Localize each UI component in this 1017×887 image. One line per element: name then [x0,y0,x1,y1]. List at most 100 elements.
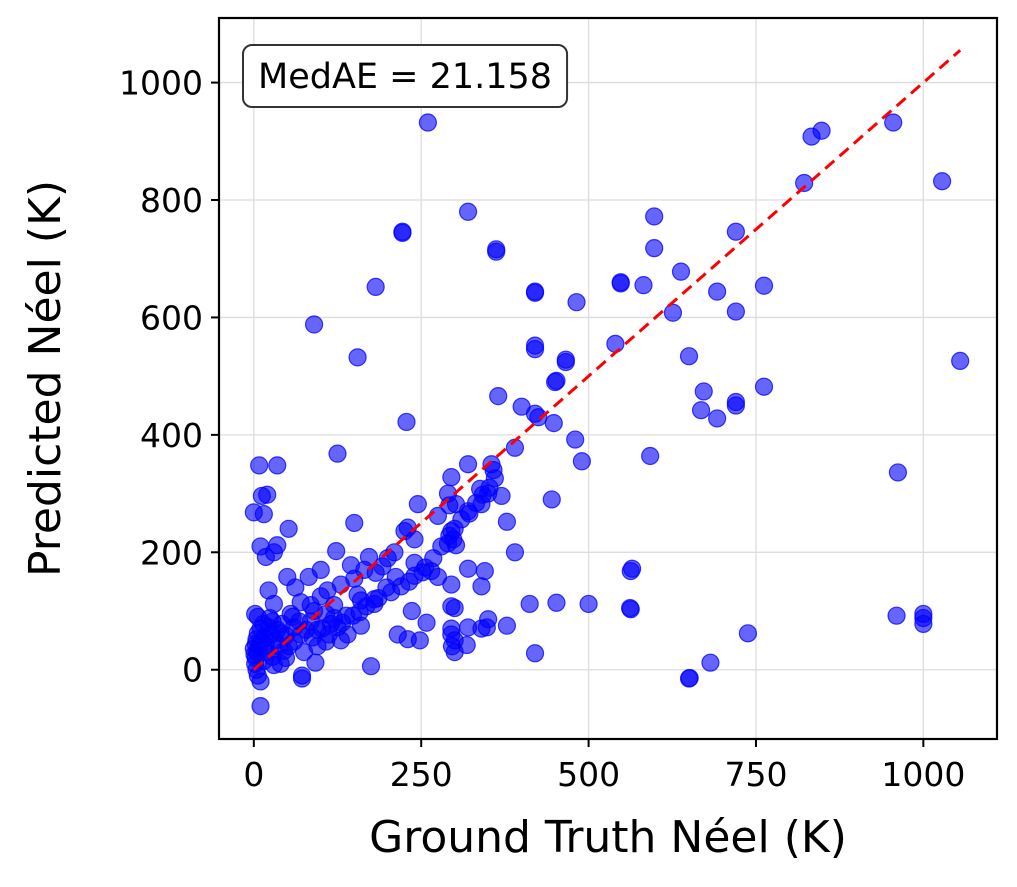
data-point [266,631,285,650]
y-tick-label: 200 [140,533,203,572]
data-point [726,302,745,321]
data-point [472,577,491,596]
data-point [694,382,713,401]
y-tick-label: 400 [140,416,203,455]
data-point [671,262,691,281]
data-point [645,239,664,258]
data-point [348,348,367,367]
metric-annotation: MedAE = 21.158 [242,44,569,108]
data-point [525,282,545,301]
data-point [726,396,745,415]
data-point [345,513,364,533]
x-tick-label: 0 [243,755,264,794]
data-point [547,371,566,390]
data-point [567,293,586,312]
data-point [442,575,461,594]
data-point [405,530,424,549]
data-point [479,610,498,629]
data-point [458,455,478,474]
y-axis-ticks: 0 200 400 600 800 1000 [119,64,219,690]
y-tick-label: 0 [182,651,203,690]
data-point [246,634,265,653]
y-tick-label: 800 [140,181,203,220]
data-point [252,486,271,506]
data-point [250,456,269,475]
data-point [244,503,263,522]
data-point [388,625,407,644]
data-point [268,456,287,475]
data-point [505,543,525,562]
data-point [525,340,545,359]
data-point [680,668,699,688]
data-point [306,653,325,672]
data-point [497,616,517,635]
data-point [457,635,476,655]
x-tick-label: 1000 [881,755,965,794]
data-point [572,452,591,471]
data-point [458,202,478,221]
data-point [355,560,374,580]
data-point [393,223,412,242]
data-point [634,276,653,295]
identity-reference-line [252,49,962,671]
data-point [566,430,585,449]
data-point [525,644,545,663]
data-point [914,614,933,634]
data-point [708,282,727,301]
data-point [328,444,347,463]
data-point [887,606,906,625]
data-point [645,207,664,226]
data-point [579,594,598,614]
annotation-box [242,44,569,108]
data-point [726,222,745,241]
data-point [489,387,508,406]
data-point [458,559,478,578]
data-point [259,581,278,600]
data-point [542,490,561,509]
data-point [485,469,504,488]
data-point [701,653,720,672]
plot-frame [217,16,999,741]
data-point [663,303,683,322]
data-point [366,277,385,297]
data-point [544,414,563,433]
data-point [442,597,461,616]
data-point [754,276,774,295]
data-point [738,624,758,643]
data-point [279,519,298,538]
data-point [754,377,774,396]
data-point [621,561,640,581]
data-point [795,173,814,193]
x-tick-label: 750 [724,755,787,794]
data-point [251,697,270,716]
data-point [283,607,302,626]
data-point [417,613,436,632]
data-point [327,542,346,561]
data-point [418,113,437,132]
data-point [932,172,952,191]
data-point [410,631,429,650]
data-point [475,561,494,581]
data-point [299,567,318,587]
x-axis-ticks: 0 250 500 750 1000 [243,739,965,794]
data-point [529,408,548,427]
data-point [884,113,903,132]
data-point [679,347,699,366]
data-point [708,409,727,428]
y-tick-label: 600 [140,298,203,337]
data-point [951,351,970,370]
data-point [641,446,660,466]
data-point [402,601,421,621]
data-point [397,412,416,432]
data-point [271,654,290,673]
data-point [408,495,427,514]
data-point [812,121,831,140]
data-point [888,463,908,482]
data-point [606,334,625,353]
data-point [251,672,270,691]
data-point [691,401,711,420]
data-point [621,600,640,619]
annotation-text: MedAE = 21.158 [258,57,552,97]
data-point [304,315,324,334]
